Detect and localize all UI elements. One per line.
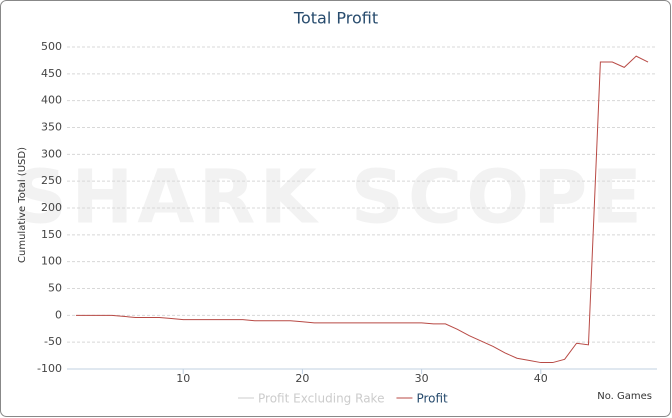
legend-label: Profit Excluding Rake <box>258 392 384 406</box>
y-tick-label: 100 <box>41 255 62 268</box>
watermark: SHARK SCOPE <box>14 155 646 241</box>
legend-label: Profit <box>416 392 448 406</box>
x-tick-label: 30 <box>415 372 429 385</box>
y-tick-label: 350 <box>41 121 62 134</box>
y-tick-label: -50 <box>44 335 62 348</box>
x-tick-label: 40 <box>534 372 548 385</box>
y-tick-label: -100 <box>37 362 62 375</box>
y-tick-label: 50 <box>48 282 62 295</box>
y-tick-label: 0 <box>55 308 62 321</box>
y-tick-label: 250 <box>41 174 62 187</box>
y-tick-label: 500 <box>41 40 62 53</box>
chart-title: Total Profit <box>293 9 378 28</box>
x-tick-label: 20 <box>295 372 309 385</box>
y-tick-label: 200 <box>41 201 62 214</box>
y-tick-label: 300 <box>41 147 62 160</box>
line-series <box>75 55 649 364</box>
x-axis-label: No. Games <box>597 391 652 402</box>
y-axis-label: Cumulative Total (USD) <box>17 147 28 263</box>
y-tick-label: 400 <box>41 94 62 107</box>
y-tick-label: 150 <box>41 228 62 241</box>
x-tick-label: 10 <box>176 372 190 385</box>
y-tick-label: 450 <box>41 67 62 80</box>
